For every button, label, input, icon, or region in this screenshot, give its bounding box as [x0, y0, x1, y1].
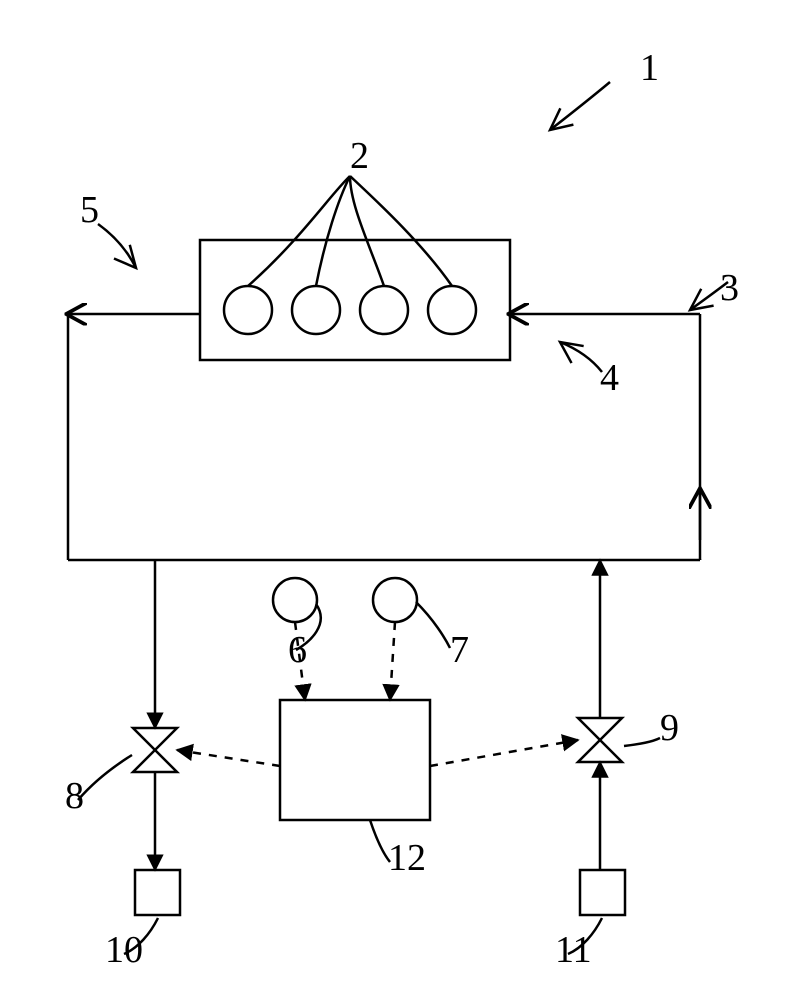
- leader-12: [370, 820, 390, 862]
- cylinder-3: [360, 286, 408, 334]
- valve-8-bottom: [133, 750, 177, 772]
- leader-9: [624, 738, 660, 746]
- label-3: 3: [720, 267, 739, 309]
- leader-2-1: [248, 176, 350, 286]
- label-12: 12: [388, 837, 426, 879]
- diagram-canvas: 123456789101112: [0, 0, 797, 1000]
- valve-9-bottom: [578, 740, 622, 762]
- leader-8: [78, 755, 132, 800]
- label-5: 5: [80, 189, 99, 231]
- control-unit: [280, 700, 430, 820]
- cylinder-2: [292, 286, 340, 334]
- leader-2-4: [350, 176, 452, 286]
- label-6: 6: [288, 629, 307, 671]
- cylinder-1: [224, 286, 272, 334]
- leader-1: [550, 82, 610, 130]
- box-10: [135, 870, 180, 915]
- engine-block: [200, 240, 510, 360]
- label-4: 4: [600, 357, 619, 399]
- label-11: 11: [555, 929, 592, 971]
- signal-12-to-9: [430, 740, 578, 766]
- box-11: [580, 870, 625, 915]
- leader-2-2: [316, 176, 350, 286]
- label-10: 10: [105, 929, 143, 971]
- signal-7-to-12: [390, 622, 395, 700]
- label-9: 9: [660, 707, 679, 749]
- sensor-6: [273, 578, 317, 622]
- sensor-7: [373, 578, 417, 622]
- signal-12-to-8: [177, 750, 280, 766]
- valve-9-top: [578, 718, 622, 740]
- valve-8-top: [133, 728, 177, 750]
- label-8: 8: [65, 775, 84, 817]
- leader-7: [416, 602, 450, 648]
- cylinder-4: [428, 286, 476, 334]
- label-2: 2: [350, 135, 369, 177]
- label-1: 1: [640, 47, 659, 89]
- label-7: 7: [450, 629, 469, 671]
